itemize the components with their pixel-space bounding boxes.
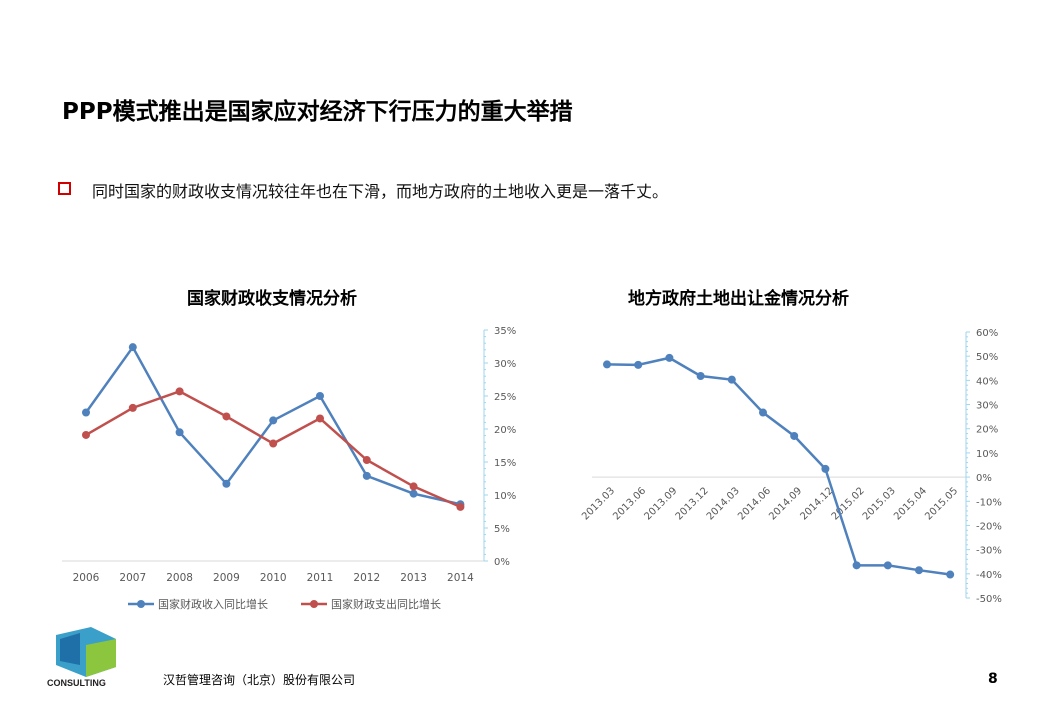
- series-1-point: [456, 502, 465, 511]
- y-tick-label: 15%: [494, 458, 516, 469]
- x-tick-label: 2008: [166, 572, 193, 584]
- y-tick-label: 30%: [976, 401, 998, 412]
- y-tick-label: 35%: [494, 326, 516, 337]
- x-tick-label: 2013: [400, 572, 427, 584]
- y-tick-label: 20%: [976, 425, 998, 436]
- y-tick-label: 5%: [494, 524, 510, 535]
- series-1-point: [362, 456, 371, 465]
- series-1-point: [222, 412, 231, 421]
- x-tick-label: 2010: [260, 572, 287, 584]
- y-tick-label: -10%: [976, 497, 1002, 508]
- x-tick-label: 2013.03: [580, 485, 617, 522]
- x-tick-label: 2013.09: [642, 485, 679, 522]
- legend-label: 国家财政收入同比增长: [158, 597, 268, 611]
- legend-marker: [310, 600, 318, 608]
- x-tick-label: 2015.05: [923, 485, 960, 522]
- series-0-point: [82, 408, 90, 417]
- series-1-point: [269, 439, 278, 448]
- slide-title: PPP模式推出是国家应对经济下行压力的重大举措: [62, 99, 573, 125]
- company-logo: CONSULTING: [46, 625, 126, 695]
- x-tick-label: 2011: [307, 572, 334, 584]
- series-1-point: [409, 482, 418, 491]
- bullet-text: 同时国家的财政收支情况较往年也在下滑，而地方政府的土地收入更是一落千丈。: [92, 182, 669, 201]
- legend-label: 国家财政支出同比增长: [331, 597, 441, 611]
- x-tick-label: 2014.09: [767, 485, 804, 522]
- x-tick-label: 2015.02: [830, 485, 867, 522]
- x-tick-label: 2009: [213, 572, 240, 584]
- series-0-line: [606, 356, 951, 576]
- y-tick-label: 30%: [494, 359, 516, 370]
- x-tick-label: 2015.03: [861, 485, 898, 522]
- series-0-point: [852, 561, 861, 570]
- series-0-point: [665, 353, 674, 362]
- y-tick-label: -30%: [976, 546, 1002, 557]
- chart1-title: 国家财政收支情况分析: [187, 289, 357, 309]
- series-0-point: [915, 566, 923, 575]
- page-number: 8: [988, 671, 998, 687]
- series-0-point: [727, 375, 736, 384]
- series-1-point: [316, 414, 324, 423]
- x-tick-label: 2014: [447, 572, 474, 584]
- series-0-point: [409, 489, 418, 498]
- x-tick-label: 2007: [119, 572, 146, 584]
- x-tick-label: 2015.04: [892, 485, 929, 522]
- chart2-title: 地方政府土地出让金情况分析: [628, 289, 849, 309]
- y-tick-label: 10%: [494, 491, 516, 502]
- y-tick-label: 0%: [494, 557, 510, 568]
- x-tick-label: 2012: [353, 572, 380, 584]
- x-tick-label: 2013.12: [674, 485, 711, 522]
- series-0-point: [696, 372, 705, 381]
- y-tick-label: -50%: [976, 594, 1002, 605]
- x-tick-label: 2014.03: [705, 485, 742, 522]
- x-tick-label: 2013.06: [611, 485, 648, 522]
- y-tick-label: -20%: [976, 521, 1002, 532]
- series-0-point: [634, 360, 643, 369]
- series-0-point: [790, 431, 799, 440]
- y-tick-label: 10%: [976, 449, 998, 460]
- x-tick-label: 2014.12: [798, 485, 835, 522]
- x-tick-label: 2014.06: [736, 485, 773, 522]
- svg-text:CONSULTING: CONSULTING: [47, 678, 106, 688]
- series-0-point: [222, 479, 231, 488]
- series-0-point: [316, 392, 324, 400]
- series-0-point: [759, 408, 767, 417]
- x-tick-label: 2006: [73, 572, 100, 584]
- series-1-point: [82, 430, 90, 439]
- series-0-point: [128, 343, 137, 352]
- series-0-point: [821, 464, 830, 473]
- series-0-point: [603, 360, 611, 369]
- y-tick-label: 40%: [976, 376, 998, 387]
- series-0-point: [269, 416, 278, 425]
- y-tick-label: 60%: [976, 328, 998, 339]
- y-tick-label: -40%: [976, 570, 1002, 581]
- footer-company: 汉哲管理咨询（北京）股份有限公司: [163, 673, 356, 687]
- y-tick-label: 0%: [976, 473, 992, 484]
- series-0-point: [946, 570, 955, 579]
- y-tick-label: 20%: [494, 425, 516, 436]
- legend-marker: [137, 600, 145, 608]
- series-0-point: [883, 561, 892, 570]
- series-1-point: [175, 387, 184, 396]
- series-1-point: [128, 403, 137, 412]
- y-tick-label: 25%: [494, 392, 516, 403]
- series-0-point: [362, 471, 371, 480]
- y-tick-label: 50%: [976, 352, 998, 363]
- series-0-point: [175, 428, 184, 437]
- bullet-square-icon: [58, 182, 71, 195]
